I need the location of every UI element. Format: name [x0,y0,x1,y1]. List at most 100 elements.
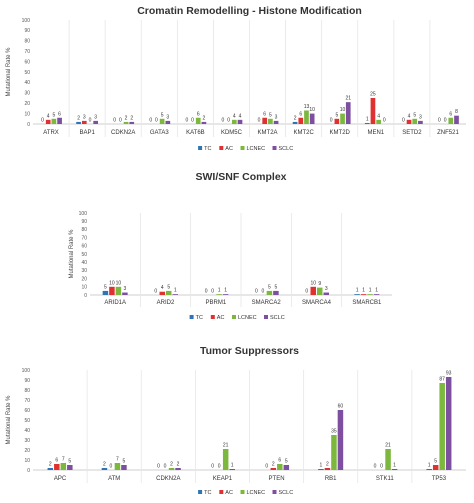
data-label: 1 [375,288,378,294]
category-label: PBRM1 [205,300,226,306]
category-label: ZNF521 [437,130,459,136]
data-label: 0 [157,464,160,470]
category-label: CDKN2A [156,476,180,482]
bar-sclc [201,121,207,124]
bar-lcnec [266,290,273,295]
chart-title: Tumor Suppressors [200,345,299,357]
bar-ac [298,117,304,124]
y-tick-label: 70 [24,398,30,404]
category-label: BAP1 [79,130,95,136]
bar-sclc [283,465,290,470]
bar-lcnec [231,119,237,124]
bar-lcnec [222,449,229,470]
data-label: 0 [262,289,265,295]
bar-tc [292,121,298,124]
bar-tc [101,468,108,470]
y-tick-label: 10 [81,285,87,291]
category-label: SMARCA4 [302,300,332,306]
bar-lcnec [317,287,323,295]
legend-label: LCNEC [247,146,266,152]
data-label: 0 [265,464,268,470]
bar-sclc [67,465,73,470]
bar-ac [159,291,165,295]
data-label: 1 [369,288,372,294]
data-label: 10 [309,107,315,113]
legend-swatch-tc [198,146,203,150]
data-label: 0 [149,118,152,124]
y-tick-label: 30 [24,438,30,444]
data-label: 1 [218,288,221,294]
y-tick-label: 50 [24,418,30,424]
data-label: 0 [438,118,441,124]
y-tick-label: 40 [24,80,30,86]
bar-lcnec [195,117,201,124]
legend-label: LCNEC [238,315,257,321]
legend-swatch-ac [219,146,224,150]
bar-lcnec [168,468,175,470]
y-tick-label: 10 [24,458,30,464]
data-label: 6 [58,111,61,117]
data-label: 2 [49,462,52,468]
legend-label: LCNEC [247,490,266,496]
y-tick-label: 60 [24,408,30,414]
legend-label: AC [217,315,225,321]
bar-lcnec [159,118,165,124]
bar-lcnec [304,110,309,124]
data-label: 60 [338,404,344,410]
bar-lcnec [376,119,381,124]
legend-label: TC [204,146,211,152]
data-label: 4 [377,113,380,119]
bar-tc [354,294,360,295]
y-tick-label: 80 [81,227,87,233]
category-label: KAT6B [186,130,205,136]
data-label: 10 [116,280,122,286]
data-label: 4 [161,285,164,291]
chart-title: Cromatin Remodelling - Histone Modificat… [137,5,362,17]
bar-ac [334,118,340,124]
data-label: 3 [83,114,86,120]
y-tick-label: 0 [27,468,30,474]
data-label: 0 [89,118,92,124]
data-label: 2 [203,115,206,121]
bar-lcnec [114,463,121,470]
bar-sclc [129,121,135,124]
data-label: 0 [380,464,383,470]
y-tick-label: 90 [24,28,30,34]
y-tick-label: 100 [22,368,31,374]
data-label: 1 [224,288,227,294]
data-label: 1 [320,463,323,469]
category-label: ARID1A [104,300,126,306]
data-label: 1 [174,288,177,294]
data-label: 0 [211,289,214,295]
bar-lcnec [60,463,67,470]
data-label: 5 [434,459,437,465]
data-label: 0 [205,289,208,295]
data-label: 0 [383,118,386,124]
bar-sclc [323,292,329,295]
bar-ac [109,286,115,295]
data-label: 7 [116,457,119,463]
legend-label: AC [225,146,233,152]
category-label: KDM5C [221,130,243,136]
category-label: KMT2C [293,130,314,136]
data-label: 6 [55,458,58,464]
data-label: 0 [211,464,214,470]
bar-ac [360,294,367,295]
data-label: 87 [439,377,445,383]
data-label: 2 [77,115,80,121]
data-label: 21 [385,443,391,449]
data-label: 2 [272,462,275,468]
y-tick-label: 80 [24,388,30,394]
data-label: 2 [177,462,180,468]
bar-sclc [57,117,62,124]
bar-ac [262,117,268,124]
data-label: 5 [123,459,126,465]
legend-swatch-sclc [264,315,268,319]
legend-swatch-lcnec [232,315,236,319]
bar-lcnec [439,383,445,470]
legend-label: TC [196,315,203,321]
data-label: 9 [318,281,321,287]
y-tick-label: 90 [24,378,30,384]
data-label: 2 [294,115,297,121]
bar-lcnec [166,290,172,295]
